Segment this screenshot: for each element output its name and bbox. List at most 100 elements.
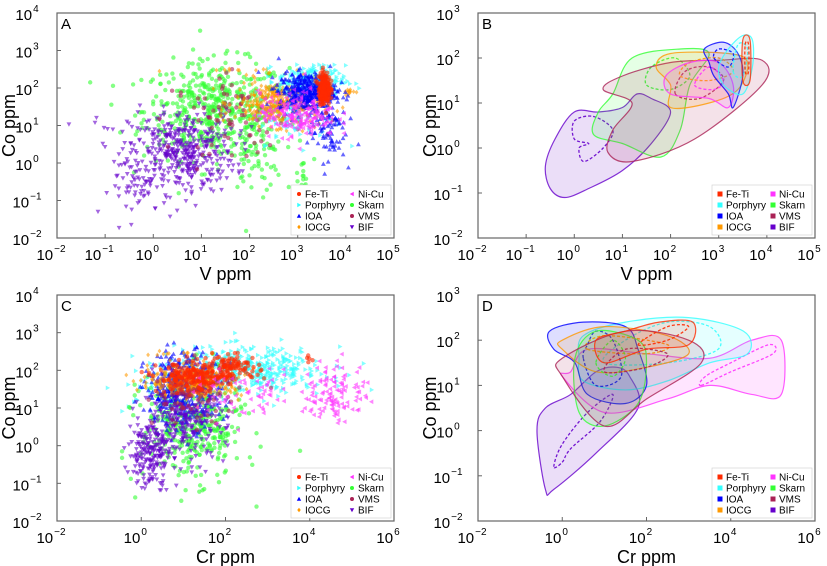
data-point <box>242 372 247 378</box>
data-point <box>135 479 141 484</box>
data-point <box>141 433 147 438</box>
y-tick-label: 102 <box>436 49 460 69</box>
data-point <box>123 190 129 195</box>
data-point <box>254 431 259 436</box>
data-point <box>181 108 186 113</box>
data-point <box>186 460 191 466</box>
y-tick-label: 100 <box>15 154 39 174</box>
legend-swatch <box>717 191 723 197</box>
y-axis-label: Co ppm <box>0 376 19 439</box>
data-point <box>130 174 135 179</box>
data-point <box>148 360 153 366</box>
data-point <box>169 354 175 359</box>
data-point <box>132 464 138 469</box>
data-point <box>143 168 148 173</box>
data-point <box>208 179 214 184</box>
data-point <box>139 485 145 491</box>
data-point <box>155 379 160 384</box>
data-point <box>210 135 216 140</box>
data-point <box>186 128 191 134</box>
data-point <box>179 387 184 392</box>
data-point <box>254 109 259 114</box>
data-point <box>161 112 167 118</box>
data-point <box>186 359 192 364</box>
data-point <box>283 107 288 112</box>
data-point <box>178 367 183 373</box>
data-point <box>275 122 281 128</box>
data-point <box>209 125 215 130</box>
data-point <box>303 90 309 95</box>
contour-layer <box>544 34 770 199</box>
data-point <box>222 128 228 133</box>
data-point <box>191 105 197 110</box>
data-point <box>249 92 254 97</box>
data-point <box>247 455 253 460</box>
data-point <box>186 403 191 408</box>
data-point <box>213 361 219 367</box>
data-point <box>296 86 301 91</box>
data-point <box>152 158 158 163</box>
data-point <box>209 410 215 415</box>
x-tick-label: 104 <box>328 244 352 264</box>
data-point <box>318 103 323 108</box>
data-point <box>257 127 262 133</box>
data-point <box>160 473 166 478</box>
data-point <box>268 83 273 89</box>
legend-label: Ni-Cu <box>358 190 384 201</box>
data-point <box>354 81 359 87</box>
legend-label: IOA <box>726 212 744 223</box>
data-point <box>160 403 165 408</box>
data-point <box>161 110 167 115</box>
data-point <box>185 134 191 139</box>
data-point <box>348 81 353 87</box>
data-point <box>166 361 172 366</box>
data-point <box>273 370 278 376</box>
data-point <box>216 104 222 110</box>
data-point <box>241 74 247 80</box>
data-point <box>179 365 185 371</box>
data-point <box>268 111 273 117</box>
data-point <box>195 138 201 144</box>
data-point <box>276 101 281 107</box>
data-point <box>145 146 151 152</box>
data-point <box>112 184 118 189</box>
data-point <box>154 477 160 482</box>
legend-swatch <box>770 202 776 208</box>
data-point <box>170 71 175 76</box>
data-point <box>192 128 198 133</box>
data-point <box>147 181 153 186</box>
data-point <box>129 439 135 445</box>
data-point <box>208 129 213 134</box>
data-point <box>185 170 191 176</box>
legend-label: BIF <box>779 223 795 234</box>
data-point <box>175 397 181 402</box>
data-point <box>221 349 227 354</box>
data-point <box>218 430 224 436</box>
data-point <box>259 167 265 172</box>
data-point <box>192 409 197 415</box>
data-point <box>142 182 148 188</box>
data-point <box>180 424 186 429</box>
data-point <box>313 75 319 80</box>
data-point <box>193 442 198 448</box>
data-point <box>156 143 162 148</box>
data-point <box>172 432 178 437</box>
data-point <box>184 354 190 359</box>
data-point <box>279 126 284 132</box>
data-point <box>216 136 222 141</box>
legend-label: Skarn <box>779 201 805 212</box>
data-point <box>300 125 306 131</box>
data-point <box>150 77 155 82</box>
data-point <box>213 97 218 102</box>
data-point <box>295 67 300 73</box>
data-point <box>303 176 309 182</box>
data-point <box>182 118 188 123</box>
data-point <box>340 125 345 130</box>
data-point <box>159 429 165 434</box>
data-point <box>343 80 348 86</box>
data-point <box>138 378 143 383</box>
data-point <box>196 62 201 67</box>
data-point <box>184 158 190 163</box>
data-point <box>187 411 193 416</box>
data-point <box>154 402 160 407</box>
